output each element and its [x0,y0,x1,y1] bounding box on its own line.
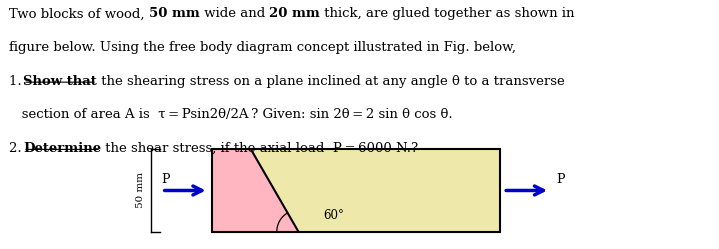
Text: Two blocks of wood,: Two blocks of wood, [9,7,149,20]
Text: P: P [161,173,170,186]
Bar [212,149,500,232]
Text: 1.: 1. [9,75,26,88]
Text: Show that: Show that [23,75,97,88]
Text: P: P [556,173,564,186]
Text: Determine: Determine [23,142,101,155]
Text: thick, are glued together as shown in: thick, are glued together as shown in [320,7,574,20]
Text: 60°: 60° [324,209,344,222]
Text: section of area A is  τ = Psin2θ/2A ? Given: sin 2θ = 2 sin θ cos θ.: section of area A is τ = Psin2θ/2A ? Giv… [9,108,453,121]
Text: 2.: 2. [9,142,26,155]
Text: wide and: wide and [200,7,270,20]
Polygon shape [212,149,298,232]
Text: 20 mm: 20 mm [270,7,320,20]
Text: 50 mm: 50 mm [149,7,200,20]
Text: figure below. Using the free body diagram concept illustrated in Fig. below,: figure below. Using the free body diagra… [9,41,516,54]
Text: the shearing stress on a plane inclined at any angle θ to a transverse: the shearing stress on a plane inclined … [97,75,564,88]
Text: the shear stress, if the axial load  P = 6000 N.?: the shear stress, if the axial load P = … [101,142,418,155]
Polygon shape [251,149,500,232]
Text: 50 mm: 50 mm [136,173,145,208]
